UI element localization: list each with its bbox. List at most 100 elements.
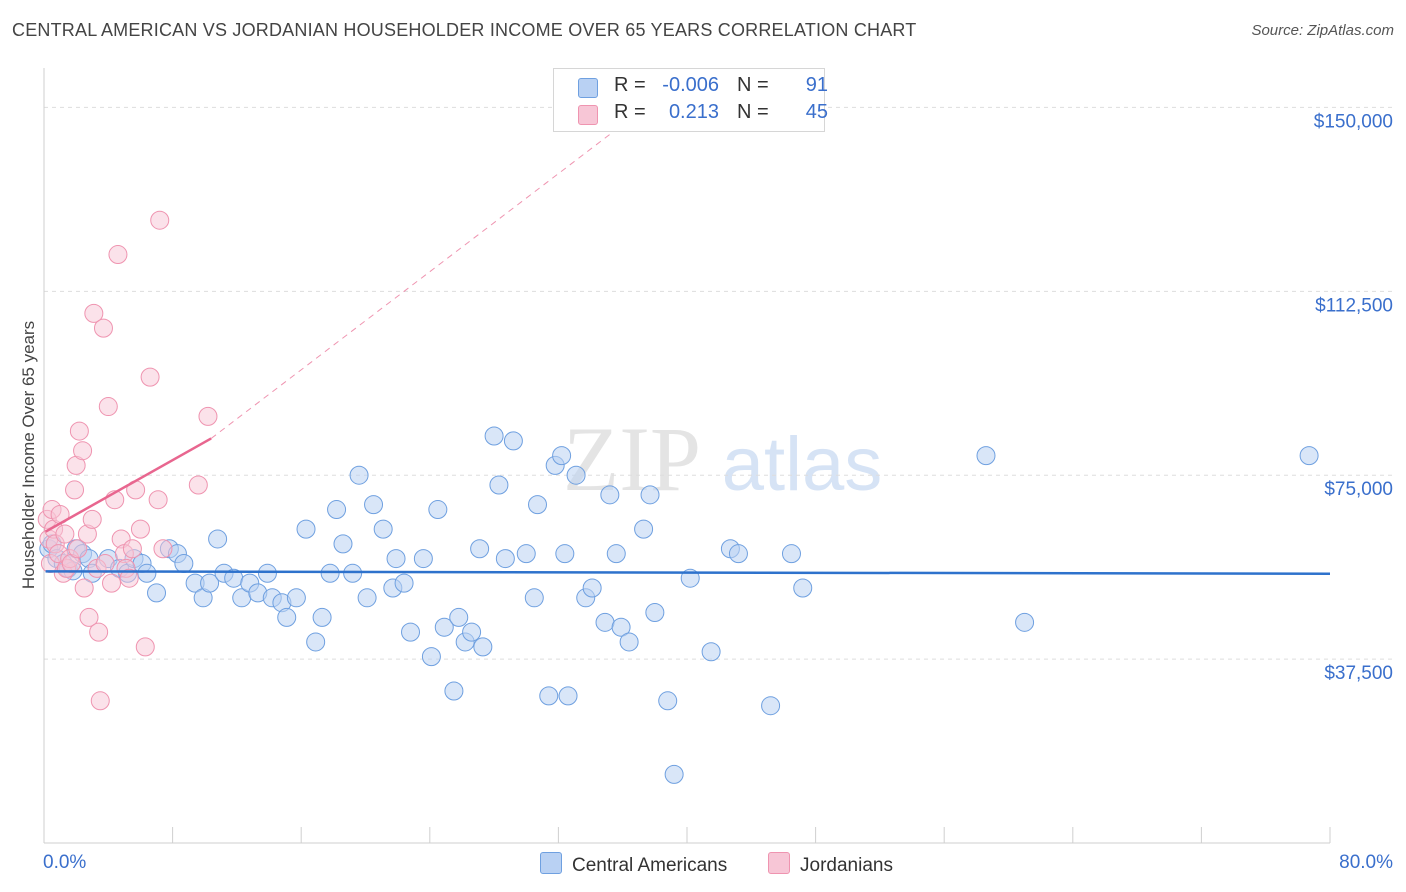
central-americans-point [516,544,536,564]
central-americans-point [552,446,572,466]
central-americans-point [528,495,548,515]
central-americans-point [421,647,441,667]
chart-title: CENTRAL AMERICAN VS JORDANIAN HOUSEHOLDE… [12,20,917,40]
central-americans-point [174,553,194,573]
jordanians-point [108,245,128,265]
central-americans-point [619,632,639,652]
legend-swatch-blue [540,852,562,874]
jordanians-point [73,441,93,461]
central-americans-point [286,588,306,608]
central-americans-point [413,549,433,569]
central-americans-point [401,622,421,642]
central-americans-point [640,485,660,505]
central-americans-point [200,573,220,593]
central-americans-point [343,563,363,583]
jordanians-point [148,490,168,510]
jordanians-point [122,539,142,559]
stats-r-value: -0.006 [662,74,719,96]
central-americans-point [658,691,678,711]
jordanians-trendline [44,437,212,533]
central-americans-point [566,465,586,485]
central-americans-point [606,544,626,564]
central-americans-point [701,642,721,662]
central-americans-point [1015,612,1035,632]
central-americans-point [349,465,369,485]
central-americans-point [277,607,297,627]
central-americans-point [761,696,781,716]
jordanians-point [153,539,173,559]
central-americans-point [364,495,384,515]
stats-box: R = -0.006 N = 91 R = 0.213 N = 45 [553,68,828,132]
jordanians-point [69,421,89,441]
central-americans-point [728,544,748,564]
jordanians-point [55,524,75,544]
legend-item-central-americans: Central Americans [540,852,727,877]
stats-n-label: N = [737,74,769,96]
central-americans-point [524,588,544,608]
central-americans-point [781,544,801,564]
central-americans-point [327,500,347,520]
central-americans-point [470,539,490,559]
central-americans-point [634,519,654,539]
central-americans-point [462,622,482,642]
central-americans-point [1299,446,1319,466]
stats-n-value: 45 [805,101,828,123]
jordanians-point [119,568,139,588]
central-americans-point [257,563,277,583]
x-tick-label-max: 80.0% [1339,852,1393,873]
central-americans-point [333,534,353,554]
central-americans-point [306,632,326,652]
central-americans-point [664,764,684,784]
jordanians-point [89,622,109,642]
y-tick-label: $150,000 [1314,111,1393,132]
y-tick-label: $37,500 [1324,663,1393,684]
stats-n-value: 91 [805,74,828,96]
watermark-zip: ZIP [563,408,701,510]
central-americans-point [793,578,813,598]
stats-swatch-pink [578,105,598,125]
stats-r-label: R = [614,101,646,123]
central-americans-point [611,617,631,637]
jordanians-point [188,475,208,495]
jordanians-point [130,519,150,539]
jordanians-point [95,553,115,573]
jordanians-point [140,367,160,387]
central-americans-point [444,681,464,701]
central-americans-point [595,612,615,632]
jordanians-point [74,578,94,598]
central-americans-point [484,426,504,446]
central-americans-point [645,603,665,623]
jordanians-point [102,573,122,593]
jordanians-point [90,691,110,711]
stats-swatch-blue [578,78,598,98]
central-americans-point [558,686,578,706]
central-americans-point [495,549,515,569]
y-tick-label: $75,000 [1324,479,1393,500]
jordanians-point [93,318,113,338]
central-americans-point [449,607,469,627]
central-americans-point [503,431,523,451]
central-americans-point [357,588,377,608]
central-americans-point [386,549,406,569]
central-americans-point [137,563,157,583]
central-americans-trendline [45,570,1331,576]
central-americans-point [473,637,493,657]
central-americans-point [373,519,393,539]
jordanians-point [79,607,99,627]
central-americans-point [582,578,602,598]
source-note: Source: ZipAtlas.com [1251,22,1394,39]
central-americans-point [539,686,559,706]
central-americans-point [428,500,448,520]
jordanians-point [135,637,155,657]
stats-r-value: 0.213 [668,101,719,123]
central-americans-point [976,446,996,466]
central-americans-point [600,485,620,505]
jordanians-point [98,397,118,417]
jordanians-point [68,539,88,559]
legend-item-jordanians: Jordanians [768,852,893,877]
central-americans-point [434,617,454,637]
y-tick-label: $112,500 [1315,295,1393,316]
x-tick-label-min: 0.0% [43,852,87,873]
watermark-atlas: atlas [722,422,883,507]
